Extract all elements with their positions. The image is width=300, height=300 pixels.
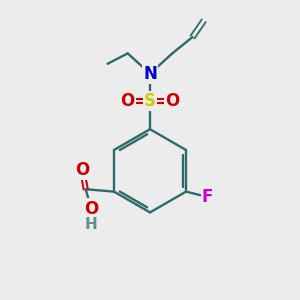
Text: N: N xyxy=(143,64,157,82)
Text: O: O xyxy=(75,161,89,179)
Text: O: O xyxy=(84,200,98,217)
Text: F: F xyxy=(202,188,213,206)
Text: O: O xyxy=(165,92,179,110)
Text: S: S xyxy=(144,92,156,110)
Text: H: H xyxy=(84,217,97,232)
Text: O: O xyxy=(121,92,135,110)
